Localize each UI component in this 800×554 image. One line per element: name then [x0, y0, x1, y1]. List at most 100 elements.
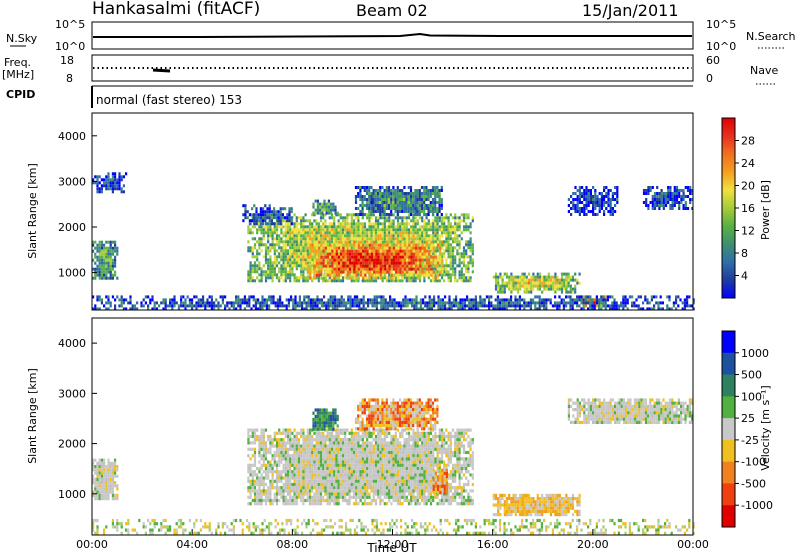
power-cell [118, 178, 121, 182]
power-cell [295, 261, 298, 265]
power-cell [425, 231, 428, 235]
power-cell [427, 204, 430, 207]
velocity-cell [100, 471, 103, 475]
power-cell [547, 275, 550, 279]
power-cell [308, 222, 312, 226]
power-ylabel: Slant Range [km] [26, 163, 39, 259]
power-cell [403, 249, 407, 253]
power-cell [451, 237, 455, 241]
velocity-cell [267, 489, 270, 493]
power-cell [320, 261, 323, 265]
power-cell [270, 210, 273, 214]
power-cell [398, 210, 402, 213]
velocity-cell [258, 498, 261, 503]
power-cell [436, 240, 440, 244]
power-cell [103, 184, 106, 188]
power-cell [279, 298, 282, 302]
power-cell [598, 192, 601, 195]
power-cell [414, 276, 417, 280]
power-cell [622, 295, 625, 299]
power-cell [591, 301, 594, 305]
power-cell [648, 307, 651, 311]
power-cell [307, 243, 310, 247]
power-cell [678, 204, 681, 207]
velocity-cell [267, 438, 270, 442]
power-cell [359, 264, 363, 268]
power-cell [373, 301, 376, 305]
power-cell [644, 295, 647, 299]
power-cell [401, 249, 404, 253]
power-cell [262, 255, 265, 259]
power-cell [359, 231, 362, 235]
power-cell [532, 298, 535, 302]
power-cell [403, 270, 406, 274]
power-cell [282, 249, 285, 253]
power-cell [471, 243, 474, 247]
power-cell [420, 195, 424, 198]
velocity-cell [253, 479, 257, 483]
power-cell [438, 267, 441, 271]
power-cell [512, 281, 515, 285]
power-cell [436, 258, 440, 262]
power-cell [451, 228, 455, 232]
velocity-cell [247, 502, 250, 506]
power-cell [668, 298, 671, 302]
power-cell [257, 216, 260, 220]
power-cell [335, 246, 338, 250]
power-cell [264, 228, 268, 232]
power-cell [394, 192, 397, 195]
power-cell [447, 276, 450, 280]
power-cell [311, 264, 314, 268]
power-cell [433, 298, 436, 302]
power-cell [425, 189, 428, 192]
power-cell [631, 301, 634, 305]
power-cell [438, 264, 441, 268]
power-cell [341, 237, 345, 241]
power-cell [269, 255, 272, 259]
power-cell [251, 252, 254, 256]
velocity-cell [249, 486, 252, 490]
power-cell [474, 307, 477, 311]
power-cell [246, 216, 249, 220]
power-cell [401, 243, 404, 247]
power-cell [412, 201, 415, 204]
power-cell [262, 207, 265, 211]
velocity-cell [107, 465, 110, 469]
power-cell [454, 213, 457, 217]
power-cell [471, 246, 474, 250]
power-cell [357, 207, 360, 210]
power-cell [529, 298, 532, 302]
power-cell [330, 216, 334, 220]
power-cell [551, 304, 554, 308]
power-cell [247, 231, 250, 235]
power-cell [560, 290, 564, 294]
power-cell [279, 304, 282, 308]
power-cell [337, 273, 341, 277]
power-cell [271, 273, 274, 277]
power-cell [469, 258, 472, 262]
power-cell [673, 201, 676, 204]
power-cell [405, 228, 408, 232]
velocity-cell [264, 476, 268, 480]
power-cell [401, 261, 404, 265]
power-cell [308, 228, 312, 232]
power-cell [329, 273, 332, 277]
power-cell [114, 273, 117, 277]
power-cell [423, 279, 426, 283]
power-cell [501, 284, 504, 288]
power-cell [304, 243, 307, 247]
power-cell [536, 301, 539, 305]
power-cell [397, 301, 400, 305]
power-cell [401, 255, 404, 259]
power-cell [322, 213, 325, 217]
power-cell [390, 204, 393, 207]
power-cell [434, 246, 437, 250]
power-cell [423, 261, 426, 265]
power-cell [392, 276, 396, 280]
power-cell [395, 264, 398, 268]
velocity-cell [264, 447, 268, 451]
power-cell [446, 301, 449, 305]
power-cell [292, 298, 295, 302]
power-cell [379, 255, 382, 259]
power-cell [560, 272, 564, 276]
